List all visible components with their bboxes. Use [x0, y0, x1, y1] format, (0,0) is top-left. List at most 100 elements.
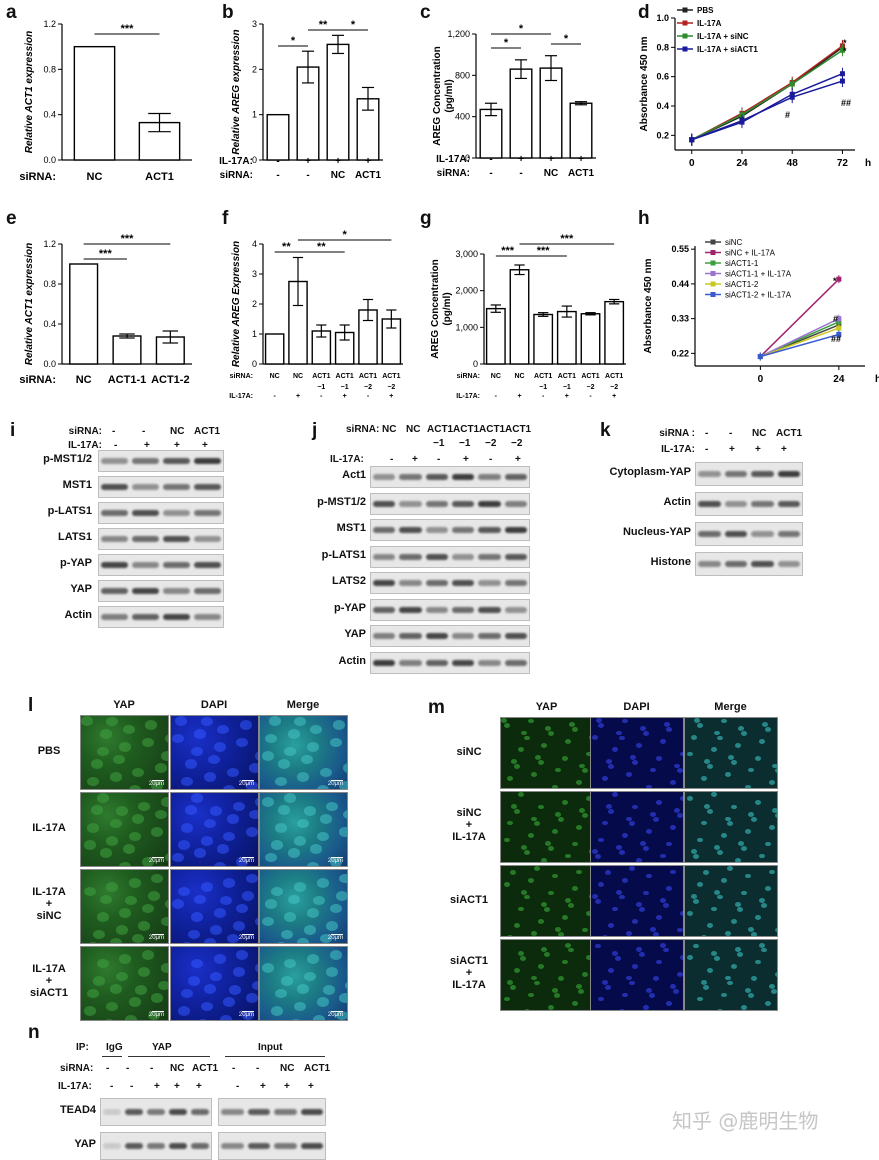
cell-nucleus [316, 785, 329, 789]
cell-nucleus [342, 809, 347, 820]
cell-nucleus [329, 949, 342, 960]
cell-nucleus [541, 857, 548, 862]
cell-nucleus [154, 809, 167, 820]
bar [533, 313, 554, 365]
cell-nucleus [342, 763, 347, 774]
cell-nucleus [629, 755, 636, 760]
blot-i-sirna-cell: - [142, 426, 146, 437]
row-cell: - [320, 393, 323, 400]
blot-n-band [125, 1143, 143, 1149]
blot-k-il17a-cell: + [729, 444, 735, 455]
cell-nucleus [141, 949, 154, 960]
cell-nucleus [710, 747, 717, 753]
cell-nucleus [690, 849, 697, 855]
cell-nucleus [656, 755, 663, 761]
cell-nucleus [524, 850, 530, 855]
cell-nucleus [734, 947, 741, 952]
row-cell: + [518, 154, 524, 165]
cell-nucleus [545, 841, 552, 846]
cell-nucleus [115, 925, 128, 936]
cell-nucleus [680, 796, 683, 801]
cell-nucleus [704, 803, 711, 809]
cell-nucleus [511, 759, 518, 765]
significance-label: *** [560, 233, 574, 245]
row-cell: ACT1 [581, 373, 599, 380]
cell-nucleus [90, 805, 103, 815]
cell-nucleus [109, 818, 122, 829]
chart-c: 0 400 800 1,200 AREG Concentration (pg/ml) * * *… [432, 23, 596, 179]
cell-nucleus [591, 849, 598, 855]
blot-j-band [425, 527, 448, 533]
blot-n-il17a-cell: + [196, 1081, 202, 1092]
significance-label: *** [121, 23, 135, 35]
cell-nucleus [187, 929, 200, 940]
cell-nucleus [537, 919, 544, 924]
cell-nucleus [106, 1001, 119, 1012]
cell-nucleus [541, 743, 548, 748]
cell-nucleus [731, 804, 737, 810]
cell-nucleus [642, 845, 649, 851]
cell-nucleus [147, 891, 160, 901]
cell-nucleus [571, 886, 578, 892]
cell-nucleus [132, 933, 145, 943]
blot-n-band-strip [100, 1132, 212, 1160]
blot-n-band-strip [100, 1098, 212, 1126]
cell-nucleus [652, 976, 659, 982]
cell-nucleus [744, 829, 751, 834]
blot-n-row-label: YAP [74, 1138, 96, 1150]
cell-nucleus [345, 980, 347, 991]
cell-nucleus [106, 882, 119, 892]
cell-nucleus [517, 792, 524, 797]
cell-nucleus [255, 751, 258, 761]
cell-nucleus [154, 763, 167, 774]
cell-nucleus [561, 755, 568, 761]
y-tick-label: 0.8 [43, 64, 56, 74]
blot-j-band-strip [370, 572, 530, 594]
y-tick-label: 0.2 [656, 130, 669, 140]
cell-nucleus [700, 979, 707, 985]
cell-nucleus [245, 827, 258, 837]
cell-nucleus [696, 882, 703, 887]
cell-nucleus [615, 730, 622, 736]
cell-nucleus [181, 822, 194, 833]
cell-nucleus [335, 891, 347, 901]
significance-label: # [833, 314, 838, 324]
cell-nucleus [602, 935, 609, 936]
cell-nucleus [510, 984, 517, 990]
cell-nucleus [622, 877, 629, 883]
cell-nucleus [531, 816, 538, 822]
cell-nucleus [290, 1019, 303, 1020]
cell-nucleus [734, 902, 741, 908]
blot-j-band [478, 633, 501, 639]
cell-nucleus [738, 726, 745, 732]
cell-nucleus [81, 716, 93, 726]
cell-nucleus [223, 785, 236, 789]
cell-nucleus [720, 833, 727, 839]
blot-n-sirna-label: siRNA: [60, 1063, 94, 1074]
cell-nucleus [271, 1006, 284, 1016]
blot-n-igg-label: IgG [106, 1042, 123, 1053]
blot-k-band-strip [695, 492, 803, 516]
cell-nucleus [700, 935, 707, 936]
cell-nucleus [568, 947, 575, 953]
blot-n-il17a-cell: + [174, 1081, 180, 1092]
row-cell: - [367, 393, 370, 400]
cell-nucleus [555, 812, 562, 818]
blot-panel-j: siRNA: NC NC ACT1 ACT1 ACT1 ACT1 −1 −1 −… [300, 420, 595, 680]
cell-nucleus [141, 903, 154, 914]
cell-nucleus [714, 845, 721, 850]
cell-nucleus [274, 942, 287, 943]
cell-nucleus [287, 729, 300, 739]
cell-nucleus [96, 793, 109, 803]
y-tick-label: 1,000 [455, 322, 478, 332]
blot-k-band-strip [695, 522, 803, 546]
blot-j-band [425, 553, 448, 560]
cell-nucleus [642, 1005, 649, 1010]
significance-label: ** [282, 241, 291, 253]
blot-k-band [777, 531, 800, 537]
scale-bar-label: 20μm [238, 1012, 254, 1018]
cell-nucleus [132, 814, 145, 824]
cell-nucleus [594, 898, 601, 904]
blot-k-band [698, 531, 721, 537]
blot-n-sirna-cell: NC [280, 1063, 295, 1074]
